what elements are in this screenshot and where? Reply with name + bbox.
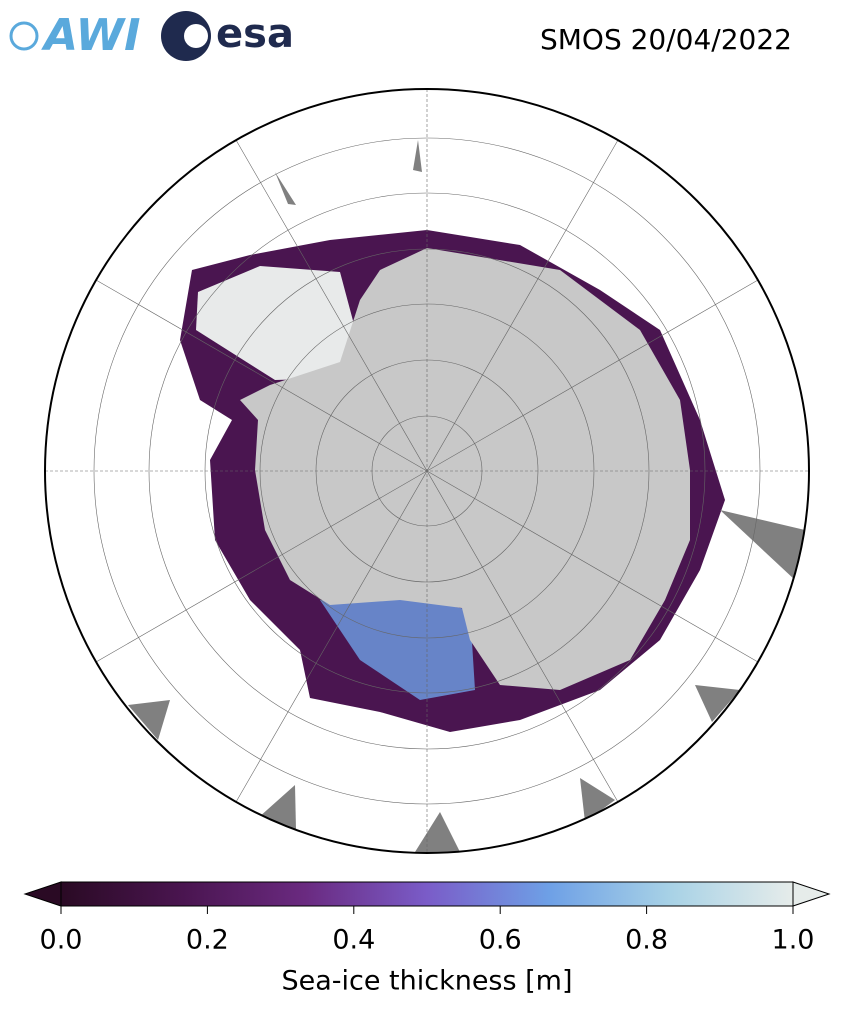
title: SMOS 20/04/2022 (540, 23, 792, 56)
colorbar-tick-label: 0.6 (479, 925, 522, 956)
colorbar-bar (60, 881, 794, 907)
colorbar-tick-label: 0.0 (40, 925, 83, 956)
map (45, 89, 809, 853)
thick-ice (320, 595, 475, 700)
map-border (44, 88, 810, 854)
graticule (45, 89, 809, 853)
colorbar-tick-label: 0.8 (625, 925, 668, 956)
land-patches (128, 140, 805, 852)
esa-logo: esa (161, 11, 294, 61)
antarctica (240, 248, 690, 690)
colorbar-label: Sea-ice thickness [m] (281, 966, 572, 997)
colorbar-extend-high (792, 881, 831, 907)
colorbar-extend-low (23, 881, 62, 907)
colorbar-tick-label: 1.0 (772, 925, 815, 956)
awi-text: AWI (41, 10, 141, 61)
colorbar (23, 881, 831, 914)
colorbar-tick-label: 0.2 (186, 925, 229, 956)
thick-ice-weddell (196, 266, 356, 380)
esa-text: esa (216, 11, 294, 57)
colorbar-tick-label: 0.4 (332, 925, 375, 956)
awi-logo: AWI (9, 10, 141, 61)
